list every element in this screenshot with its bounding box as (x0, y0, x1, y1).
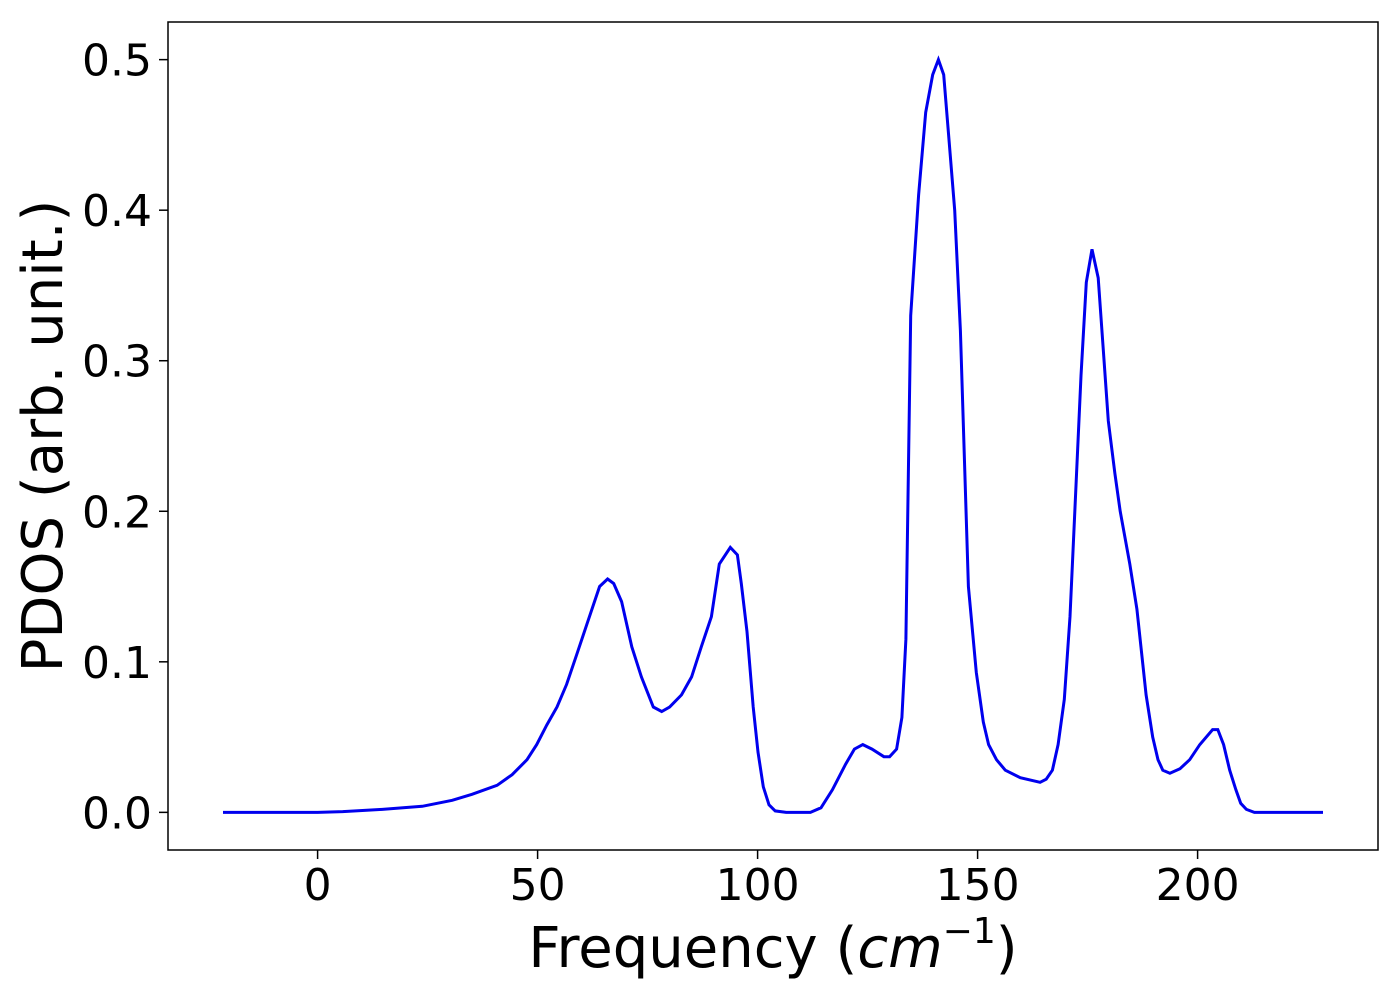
x-tick-label: 200 (1156, 860, 1240, 911)
x-tick-label: 50 (510, 860, 566, 911)
y-tick-label: 0.4 (82, 186, 152, 237)
x-axis-label: Frequency (cm−1) (528, 911, 1017, 981)
x-tick-label: 100 (716, 860, 800, 911)
plot-frame (167, 21, 1379, 851)
y-tick-label: 0.1 (82, 638, 152, 689)
x-tick-label: 150 (936, 860, 1020, 911)
x-tick-label: 0 (304, 860, 332, 911)
y-tick-label: 0.0 (82, 788, 152, 839)
y-tick-label: 0.3 (82, 337, 152, 388)
y-tick-label: 0.2 (82, 487, 152, 538)
y-tick-label: 0.5 (82, 36, 152, 87)
y-axis-label: PDOS (arb. unit.) (11, 200, 76, 673)
data-line (223, 55, 1323, 814)
